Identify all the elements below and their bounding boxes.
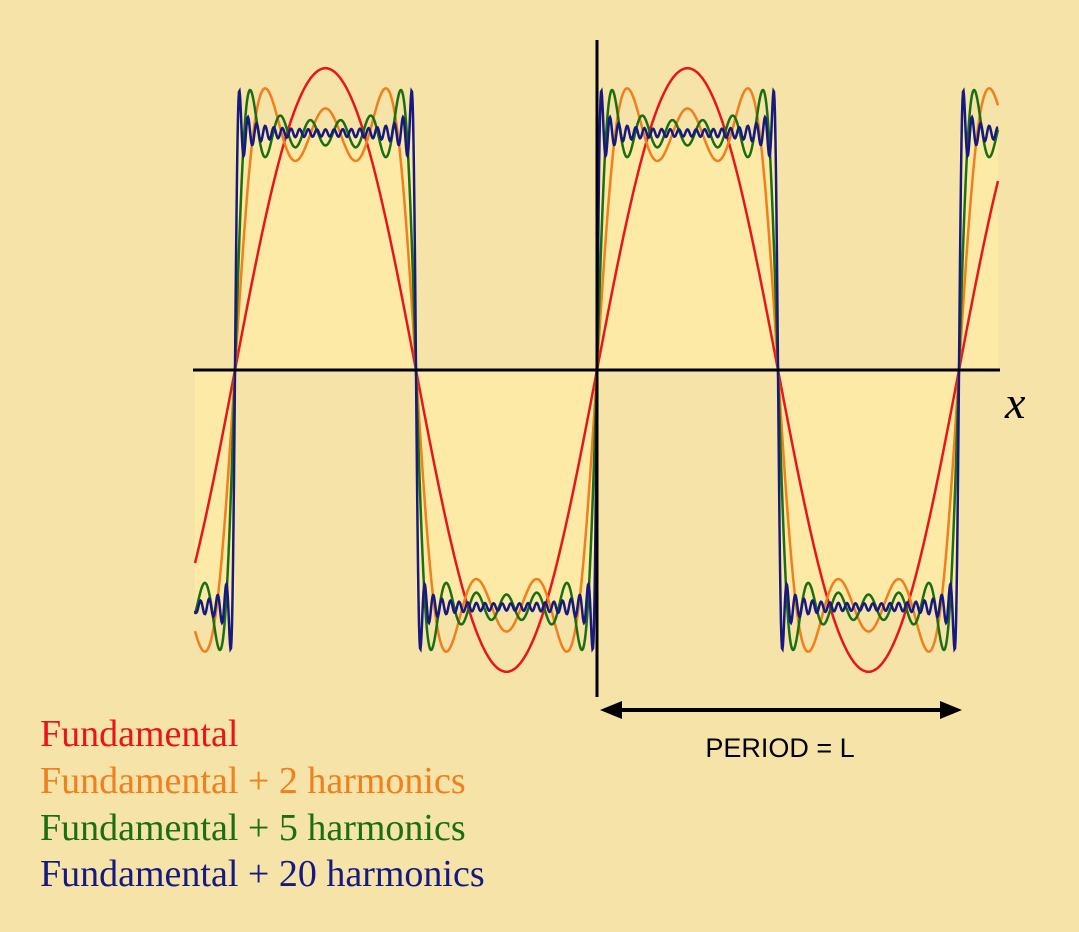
square-region xyxy=(416,370,597,607)
period-label: PERIOD = L xyxy=(705,733,854,763)
axis-label: x xyxy=(1004,377,1026,428)
square-region xyxy=(597,133,778,370)
square-fill xyxy=(195,133,998,607)
period-arrow xyxy=(600,701,962,719)
square-region xyxy=(235,133,416,370)
legend-entry: Fundamental xyxy=(40,713,238,755)
square-region xyxy=(778,370,959,607)
legend-entry: Fundamental + 20 harmonics xyxy=(40,853,485,895)
legend-entry: Fundamental + 2 harmonics xyxy=(40,760,466,802)
legend-entry: Fundamental + 5 harmonics xyxy=(40,807,466,849)
